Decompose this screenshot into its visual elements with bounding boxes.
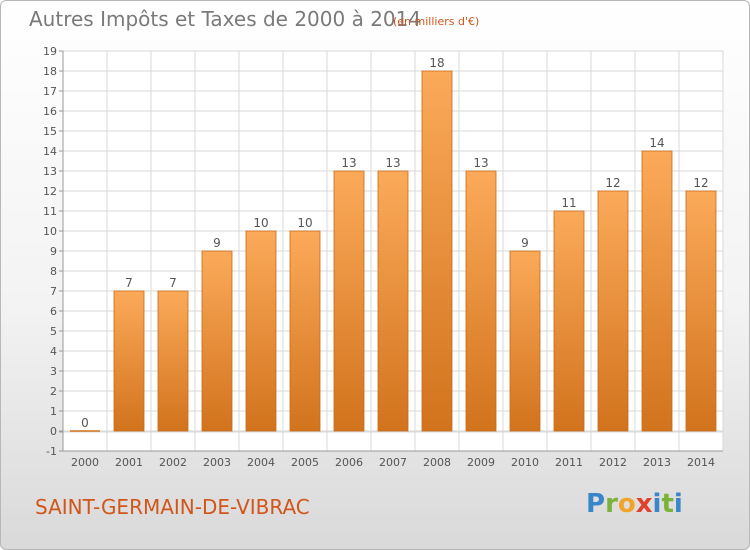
y-tick-label: 13 bbox=[43, 165, 57, 178]
data-label: 7 bbox=[169, 276, 177, 290]
data-label: 13 bbox=[385, 156, 400, 170]
x-tick-label: 2012 bbox=[599, 456, 627, 469]
bar bbox=[201, 250, 233, 432]
commune-name: SAINT-GERMAIN-DE-VIBRAC bbox=[35, 495, 310, 519]
y-tick-label: 12 bbox=[43, 185, 57, 198]
data-label: 18 bbox=[429, 56, 444, 70]
x-tick-label: 2013 bbox=[643, 456, 671, 469]
x-tick-label: 2010 bbox=[511, 456, 539, 469]
x-tick-label: 2007 bbox=[379, 456, 407, 469]
y-tick-label: 4 bbox=[50, 345, 57, 358]
x-tick-label: 2003 bbox=[203, 456, 231, 469]
data-label: 12 bbox=[693, 176, 708, 190]
bar bbox=[553, 210, 585, 432]
x-tick-label: 2002 bbox=[159, 456, 187, 469]
y-tick-label: 10 bbox=[43, 225, 57, 238]
data-label: 11 bbox=[561, 196, 576, 210]
y-tick-label: 18 bbox=[43, 65, 57, 78]
data-label: 10 bbox=[253, 216, 268, 230]
data-label: 12 bbox=[605, 176, 620, 190]
x-tick-label: 2001 bbox=[115, 456, 143, 469]
y-tick-label: 5 bbox=[50, 325, 57, 338]
bar bbox=[685, 190, 717, 432]
logo-letter: i bbox=[652, 489, 662, 519]
logo-letter: x bbox=[635, 489, 653, 519]
chart-title: Autres Impôts et Taxes de 2000 à 2014 bbox=[29, 7, 422, 31]
bar bbox=[157, 290, 189, 432]
bar bbox=[641, 150, 673, 432]
bar bbox=[289, 230, 321, 432]
y-tick-label: 19 bbox=[43, 45, 57, 58]
bar bbox=[597, 190, 629, 432]
y-tick-label: 15 bbox=[43, 125, 57, 138]
x-tick-label: 2011 bbox=[555, 456, 583, 469]
y-tick-label: 2 bbox=[50, 385, 57, 398]
x-tick-label: 2005 bbox=[291, 456, 319, 469]
x-tick-label: 2006 bbox=[335, 456, 363, 469]
data-label: 13 bbox=[341, 156, 356, 170]
y-tick-label: 9 bbox=[50, 245, 57, 258]
proxiti-logo[interactable]: Proxiti bbox=[586, 489, 683, 519]
y-tick-label: 3 bbox=[50, 365, 57, 378]
bar bbox=[113, 290, 145, 432]
y-tick-label: 14 bbox=[43, 145, 57, 158]
logo-letter: o bbox=[617, 489, 636, 519]
y-tick-label: 8 bbox=[50, 265, 57, 278]
x-tick-label: 2008 bbox=[423, 456, 451, 469]
x-tick-label: 2004 bbox=[247, 456, 275, 469]
bar bbox=[421, 70, 453, 432]
logo-letter: t bbox=[661, 489, 674, 519]
x-tick-label: 2000 bbox=[71, 456, 99, 469]
chart-subtitle: (en milliers d'€) bbox=[393, 15, 480, 28]
bar bbox=[509, 250, 541, 432]
y-tick-label: -1 bbox=[46, 445, 57, 458]
logo-letter: r bbox=[605, 489, 618, 519]
y-tick-label: 16 bbox=[43, 105, 57, 118]
data-label: 7 bbox=[125, 276, 133, 290]
data-label: 14 bbox=[649, 136, 664, 150]
data-label: 9 bbox=[521, 236, 529, 250]
data-label: 10 bbox=[297, 216, 312, 230]
logo-letter: i bbox=[673, 489, 683, 519]
y-tick-label: 0 bbox=[50, 425, 57, 438]
x-tick-label: 2009 bbox=[467, 456, 495, 469]
data-label: 13 bbox=[473, 156, 488, 170]
bar bbox=[465, 170, 497, 432]
y-tick-label: 17 bbox=[43, 85, 57, 98]
y-tick-label: 7 bbox=[50, 285, 57, 298]
x-tick-label: 2014 bbox=[687, 456, 715, 469]
y-tick-label: 11 bbox=[43, 205, 57, 218]
bar bbox=[333, 170, 365, 432]
logo-letter: P bbox=[586, 489, 606, 519]
bar bbox=[245, 230, 277, 432]
y-tick-label: 1 bbox=[50, 405, 57, 418]
data-label: 0 bbox=[81, 416, 89, 430]
bar bbox=[377, 170, 409, 432]
data-label: 9 bbox=[213, 236, 221, 250]
y-tick-label: 6 bbox=[50, 305, 57, 318]
